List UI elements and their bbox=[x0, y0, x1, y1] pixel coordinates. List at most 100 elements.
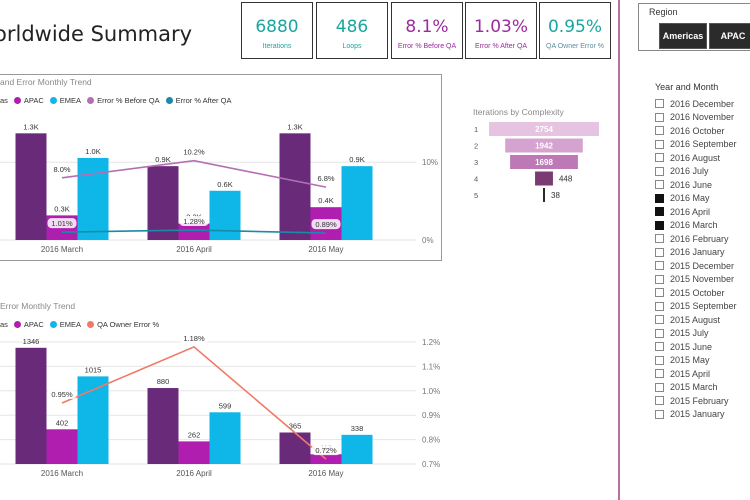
bar-data-label: 880 bbox=[157, 377, 170, 386]
legend-dot bbox=[13, 321, 21, 328]
year-month-option[interactable]: 2015 February bbox=[655, 394, 729, 407]
legend-dot bbox=[13, 97, 21, 104]
year-month-option[interactable]: 2016 April bbox=[655, 205, 710, 218]
year-month-option[interactable]: 2015 June bbox=[655, 340, 712, 353]
year-month-label: 2015 May bbox=[670, 355, 710, 365]
funnel-value-label: 1942 bbox=[535, 142, 553, 151]
year-month-option[interactable]: 2015 October bbox=[655, 286, 725, 299]
year-month-option[interactable]: 2016 January bbox=[655, 246, 725, 259]
checkbox-checked-icon[interactable] bbox=[655, 220, 664, 230]
legend-item[interactable]: as bbox=[0, 320, 8, 329]
checkbox-icon[interactable] bbox=[655, 369, 664, 378]
y2-tick-label: 0.8% bbox=[422, 436, 440, 445]
year-month-option[interactable]: 2015 July bbox=[655, 327, 709, 340]
line-label-background bbox=[179, 216, 209, 227]
year-month-option[interactable]: 2016 May bbox=[655, 192, 710, 205]
series-line-error-before-qa bbox=[61, 159, 327, 188]
checkbox-icon[interactable] bbox=[655, 261, 664, 270]
line-data-label: 1.28% bbox=[183, 217, 205, 226]
y2-tick-label: 1.2% bbox=[422, 338, 440, 347]
funnel-bar bbox=[535, 171, 553, 186]
checkbox-icon[interactable] bbox=[655, 112, 664, 122]
checkbox-checked-icon[interactable] bbox=[655, 207, 664, 216]
checkbox-icon[interactable] bbox=[655, 409, 664, 419]
checkbox-icon[interactable] bbox=[655, 126, 664, 135]
legend-item[interactable]: APAC bbox=[13, 320, 44, 329]
legend-item[interactable]: EMEA bbox=[49, 320, 81, 329]
checkbox-icon[interactable] bbox=[655, 396, 664, 405]
checkbox-icon[interactable] bbox=[655, 315, 664, 324]
legend-label: EMEA bbox=[59, 96, 82, 105]
kpi-qa-owner-error-card[interactable]: 0.95% QA Owner Error % bbox=[539, 2, 611, 59]
checkbox-icon[interactable] bbox=[655, 139, 664, 149]
legend-item[interactable]: EMEA bbox=[49, 96, 82, 105]
checkbox-icon[interactable] bbox=[655, 153, 664, 162]
bar-data-label: 0.6K bbox=[217, 180, 232, 189]
checkbox-icon[interactable] bbox=[655, 288, 664, 297]
bar-as bbox=[147, 166, 179, 240]
year-month-option[interactable]: 2015 August bbox=[655, 313, 720, 326]
kpi-iterations-card[interactable]: 6880 Iterations bbox=[241, 2, 313, 59]
funnel-value-label: 1698 bbox=[535, 158, 553, 167]
year-month-option[interactable]: 2016 December bbox=[655, 97, 734, 110]
year-month-option[interactable]: 2015 March bbox=[655, 381, 718, 394]
checkbox-icon[interactable] bbox=[655, 355, 664, 365]
year-month-option[interactable]: 2015 November bbox=[655, 273, 734, 286]
checkbox-icon[interactable] bbox=[655, 382, 664, 392]
line-data-label: 0.95% bbox=[51, 390, 73, 399]
x-tick-label: 2016 March bbox=[41, 245, 83, 254]
series-line-error-after-qa bbox=[61, 229, 327, 234]
checkbox-icon[interactable] bbox=[655, 342, 664, 351]
kpi-loops-card[interactable]: 486 Loops bbox=[316, 2, 388, 59]
year-month-option[interactable]: 2016 October bbox=[655, 124, 725, 137]
year-month-option[interactable]: 2016 July bbox=[655, 165, 709, 178]
kpi-error-after-qa-card[interactable]: 1.03% Error % After QA bbox=[465, 2, 537, 59]
bottom-combo-chart[interactable]: 1.2% 1.1% 1.0% 0.9% 0.8% 0.7% 1346 402 1015 2016 … bbox=[0, 332, 445, 500]
bar-apac bbox=[310, 454, 342, 464]
checkbox-icon[interactable] bbox=[655, 274, 664, 284]
year-month-option[interactable]: 2016 November bbox=[655, 111, 734, 124]
year-month-option[interactable]: 2015 May bbox=[655, 354, 710, 367]
region-apac-button[interactable]: APAC bbox=[709, 23, 750, 49]
year-month-label: 2015 March bbox=[670, 382, 718, 392]
year-month-label: 2016 September bbox=[670, 139, 737, 149]
region-americas-button[interactable]: Americas bbox=[659, 23, 707, 49]
top-chart-title: and Error Monthly Trend bbox=[0, 77, 92, 87]
legend-item[interactable]: as bbox=[0, 96, 8, 105]
year-month-label: 2015 April bbox=[670, 368, 711, 379]
kpi-error-before-qa-card[interactable]: 8.1% Error % Before QA bbox=[391, 2, 463, 59]
year-month-label: 2015 September bbox=[670, 301, 737, 311]
funnel-bar bbox=[505, 138, 583, 153]
year-month-option[interactable]: 2015 September bbox=[655, 300, 737, 313]
legend-item[interactable]: QA Owner Error % bbox=[87, 320, 159, 329]
year-month-option[interactable]: 2016 June bbox=[655, 178, 712, 191]
kpi-label: QA Owner Error % bbox=[546, 43, 604, 50]
bar-as bbox=[15, 133, 47, 240]
year-month-option[interactable]: 2015 January bbox=[655, 408, 725, 421]
checkbox-icon[interactable] bbox=[655, 234, 664, 243]
checkbox-icon[interactable] bbox=[655, 166, 664, 176]
year-month-option[interactable]: 2016 August bbox=[655, 151, 720, 164]
legend-item[interactable]: APAC bbox=[13, 96, 44, 105]
year-month-option[interactable]: 2015 December bbox=[655, 259, 734, 272]
line-data-label: 10.2% bbox=[183, 148, 205, 157]
checkbox-icon[interactable] bbox=[655, 247, 664, 257]
bottom-chart-title: Error Monthly Trend bbox=[0, 301, 76, 311]
year-month-option[interactable]: 2016 March bbox=[655, 219, 718, 232]
year-month-option[interactable]: 2016 September bbox=[655, 138, 737, 151]
legend-item[interactable]: Error % Before QA bbox=[87, 96, 160, 105]
year-month-option[interactable]: 2016 February bbox=[655, 232, 729, 245]
funnel-chart[interactable]: 1 2754 2 1942 3 1698 4 448 5 38 bbox=[470, 118, 610, 208]
kpi-value: 1.03% bbox=[473, 17, 528, 37]
checkbox-icon[interactable] bbox=[655, 99, 664, 108]
bar-data-label: 402 bbox=[56, 418, 69, 427]
checkbox-icon[interactable] bbox=[655, 328, 664, 338]
checkbox-checked-icon[interactable] bbox=[655, 193, 664, 203]
line-data-label: 0.72% bbox=[315, 446, 337, 455]
checkbox-icon[interactable] bbox=[655, 301, 664, 311]
checkbox-icon[interactable] bbox=[655, 180, 664, 189]
funnel-category-label: 5 bbox=[474, 191, 478, 200]
legend-item[interactable]: Error % After QA bbox=[165, 96, 231, 105]
year-month-option[interactable]: 2015 April bbox=[655, 367, 710, 380]
